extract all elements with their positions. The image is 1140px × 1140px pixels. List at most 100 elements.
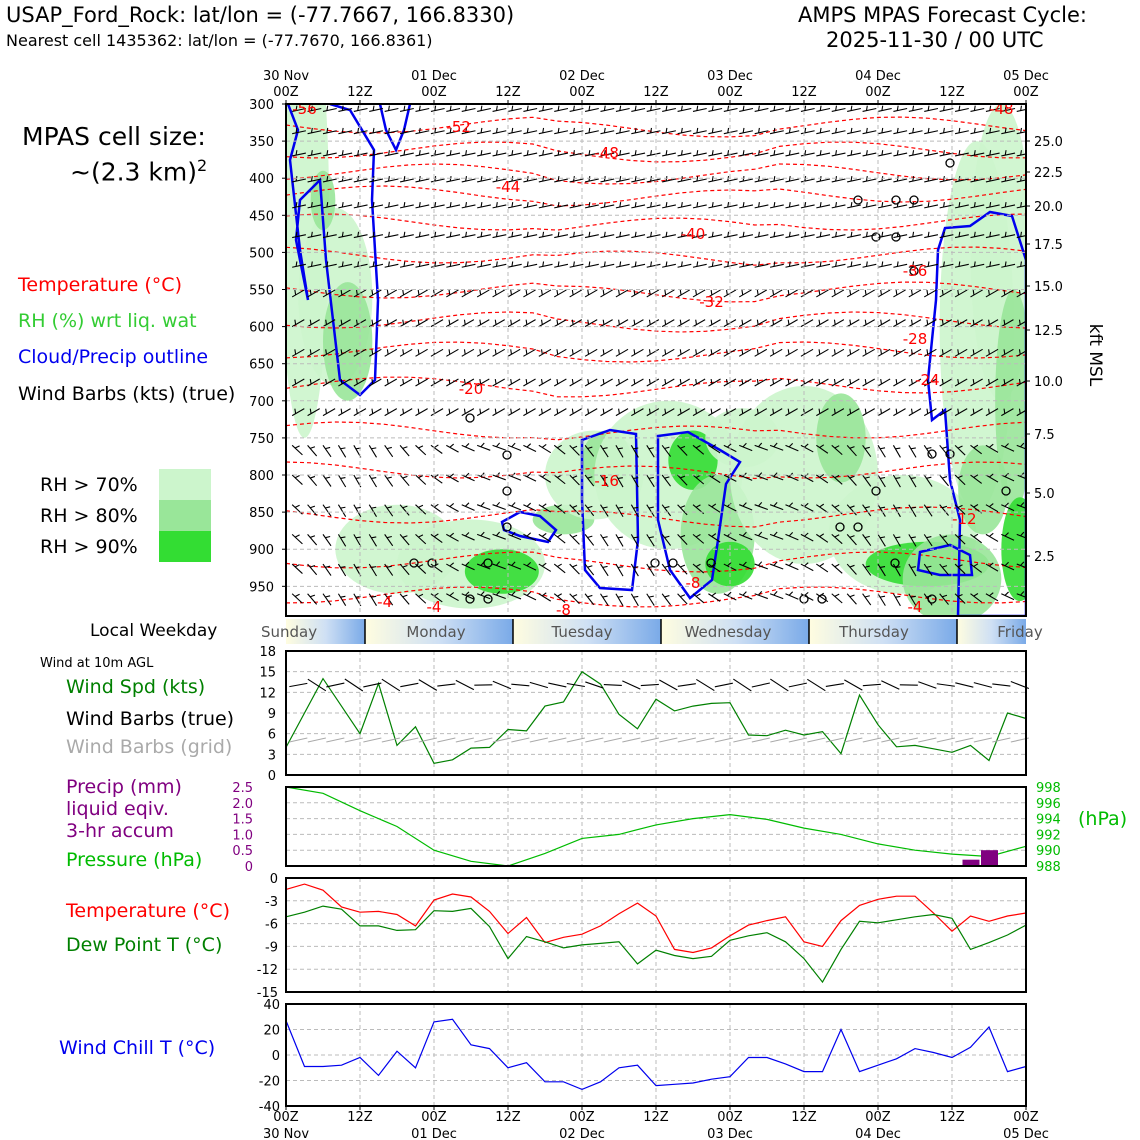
wind-barb bbox=[677, 474, 688, 486]
wind-barb-flag bbox=[695, 408, 698, 414]
wind-barb bbox=[492, 319, 505, 328]
wind-barb-flag bbox=[910, 536, 916, 539]
wind-barb-flag bbox=[388, 105, 390, 111]
wind-barb bbox=[877, 378, 891, 387]
wind-barb bbox=[600, 234, 615, 239]
temperature-contour-label: -8 bbox=[686, 574, 701, 592]
wind-barb bbox=[307, 378, 320, 387]
temperature-contour-label: -28 bbox=[903, 330, 928, 348]
wind-barb-flag bbox=[819, 105, 822, 111]
wind-barb-flag bbox=[912, 176, 915, 182]
wind-barb-flag bbox=[957, 445, 963, 449]
wind-barb bbox=[1016, 593, 1026, 598]
wind-barb bbox=[723, 130, 738, 135]
wind-barb bbox=[908, 204, 923, 209]
wind-barb-flag bbox=[773, 150, 776, 156]
wind-barb-flag bbox=[463, 408, 466, 414]
wind-barb-flag bbox=[388, 176, 390, 182]
wind-barb bbox=[1001, 348, 1014, 357]
wind-barb-flag bbox=[864, 378, 867, 385]
wind-barb bbox=[954, 178, 969, 183]
wind-barbs-true-label: Wind Barbs (true) bbox=[66, 708, 235, 730]
wind-barb-flag bbox=[895, 595, 901, 598]
wind-barb-flag bbox=[680, 231, 683, 237]
wind-barb bbox=[368, 445, 377, 458]
wind-barb-flag bbox=[619, 127, 622, 133]
wind-barb-flag bbox=[526, 231, 529, 237]
wind-barb-flag bbox=[927, 261, 930, 267]
wind-barb-flag bbox=[634, 231, 637, 237]
wind-barb bbox=[954, 593, 966, 604]
wind-barb bbox=[831, 263, 846, 268]
wind-barb bbox=[523, 152, 538, 157]
wind-barb bbox=[692, 319, 706, 328]
wind-barb-flag bbox=[449, 473, 455, 478]
wind-barb bbox=[985, 408, 999, 417]
wind-barb-flag bbox=[526, 261, 529, 267]
wind-barb-flag bbox=[633, 289, 636, 296]
rh-shading bbox=[464, 549, 539, 594]
wind-barb-flag bbox=[865, 127, 868, 133]
wind-barb bbox=[954, 563, 966, 575]
wind-barb bbox=[892, 534, 901, 547]
wind-barb-flag bbox=[294, 534, 300, 538]
wind-barb-true bbox=[677, 683, 696, 687]
wind-barb-flag bbox=[758, 202, 760, 208]
pressure-tick-label: 800 bbox=[249, 469, 274, 484]
wind-barb bbox=[446, 319, 459, 328]
wind-barb-grid bbox=[511, 737, 530, 743]
wind-barb-flag bbox=[835, 231, 838, 237]
wind-barb bbox=[785, 504, 799, 511]
wind-barb-grid bbox=[677, 737, 696, 743]
wind-barb-flag bbox=[603, 202, 606, 208]
wind-barb bbox=[677, 130, 692, 135]
wind-barb-flag bbox=[571, 408, 574, 414]
wind-barb bbox=[646, 107, 661, 112]
wind-barb-flag bbox=[850, 231, 853, 237]
wind-barb bbox=[322, 348, 336, 357]
wind-barb-flag bbox=[540, 349, 543, 355]
wind-barb bbox=[446, 263, 461, 268]
wind-barb-flag bbox=[309, 594, 316, 598]
wind-barb bbox=[893, 107, 908, 112]
wind-barb bbox=[569, 348, 583, 357]
wind-barb-flag bbox=[927, 231, 930, 237]
wind-barb-flag bbox=[341, 231, 344, 237]
precip-label-3: 3-hr accum bbox=[66, 820, 174, 842]
wind-barb bbox=[923, 445, 933, 458]
wind-barb-flag bbox=[942, 446, 948, 449]
wind-barb-flag bbox=[325, 595, 331, 598]
wind-barb bbox=[291, 474, 303, 485]
wind-barb bbox=[476, 289, 490, 298]
top-hour-label: 00Z bbox=[569, 85, 595, 100]
wind-barb-flag bbox=[773, 561, 778, 566]
wind-barb bbox=[461, 593, 475, 600]
wind-barb bbox=[569, 130, 584, 135]
wind-barb-flag bbox=[958, 202, 961, 208]
wind-barb bbox=[523, 563, 537, 571]
wind-barb-flag bbox=[617, 566, 623, 569]
wind-barb-flag bbox=[711, 261, 714, 267]
wind-barb bbox=[600, 107, 615, 112]
wind-barb bbox=[816, 178, 831, 183]
wind-barb-flag bbox=[772, 408, 775, 414]
wind-barb bbox=[816, 204, 831, 209]
wind-barb-flag bbox=[340, 378, 343, 385]
wind-barb bbox=[615, 289, 629, 298]
wind-barb bbox=[368, 593, 377, 606]
chill-tick-label: -20 bbox=[259, 1075, 280, 1090]
wind-barb-flag bbox=[402, 475, 408, 479]
calm-wind-circle bbox=[502, 450, 512, 460]
wind-barb-flag bbox=[773, 442, 778, 448]
wind-barb bbox=[584, 289, 598, 298]
wind-barb-flag bbox=[958, 150, 961, 156]
wind-barb bbox=[831, 348, 845, 357]
wind-barb-flag bbox=[1004, 443, 1009, 448]
wind-barb bbox=[461, 263, 476, 268]
legend-wind-barbs: Wind Barbs (kts) (true) bbox=[18, 383, 236, 405]
wind-barb bbox=[584, 444, 595, 457]
wind-barb-flag bbox=[665, 202, 668, 208]
wind-barb-flag bbox=[495, 472, 501, 477]
wind-barb-flag bbox=[480, 150, 483, 156]
wind-barb bbox=[985, 593, 999, 602]
